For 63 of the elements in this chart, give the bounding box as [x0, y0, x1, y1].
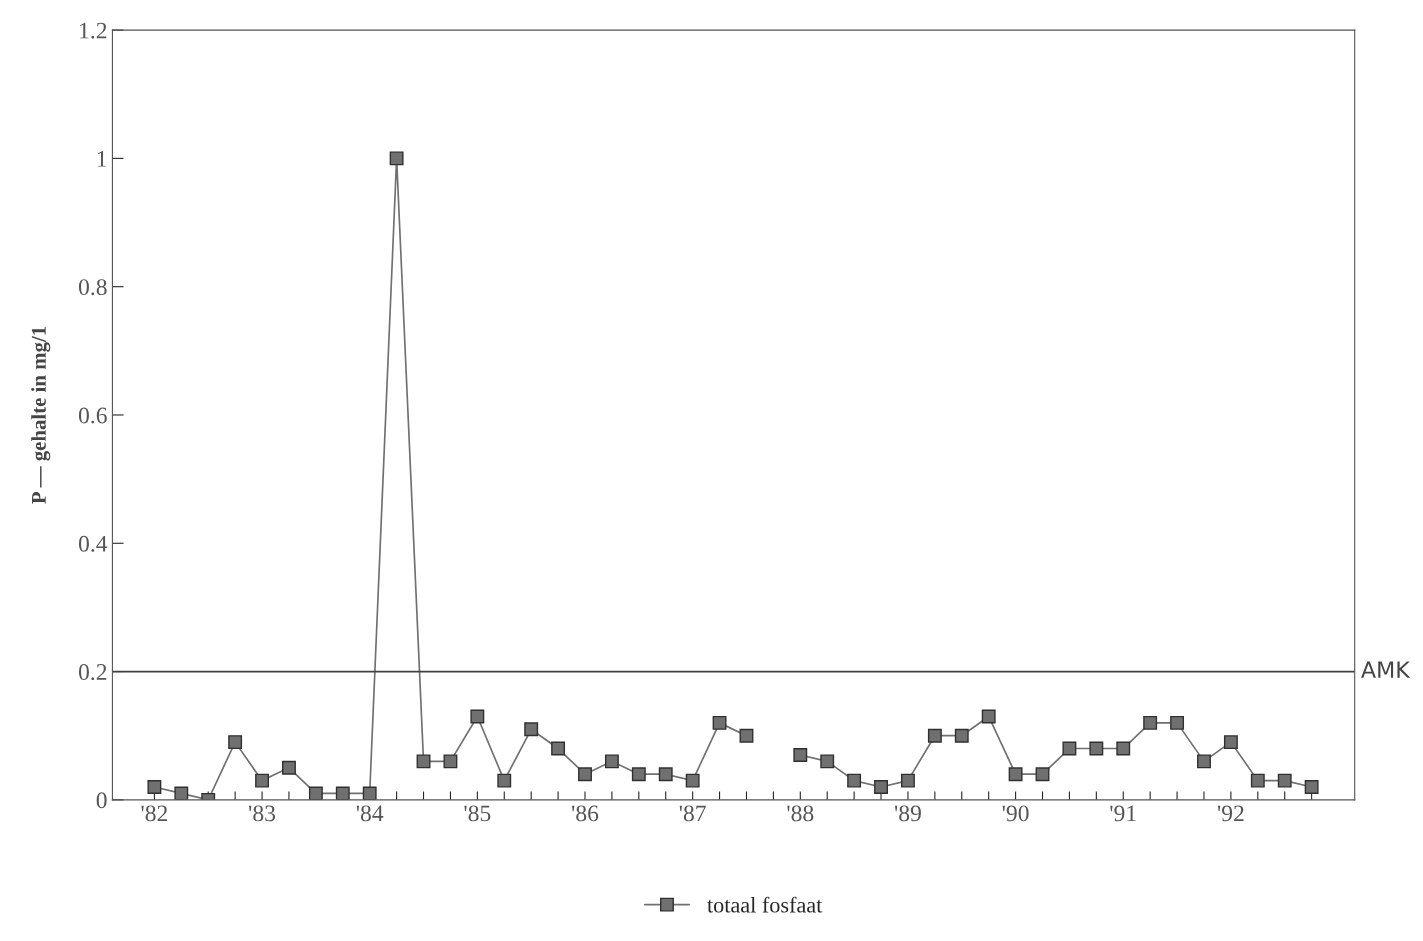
point [1170, 715, 1185, 730]
point [1116, 741, 1131, 756]
x-tick-label: '84 [356, 805, 384, 822]
point [551, 741, 566, 756]
y-tick-label: 0.4 [78, 535, 108, 552]
x-tick-label: '88 [787, 805, 814, 822]
y-tick-label: 1.2 [80, 22, 107, 39]
point [981, 709, 996, 724]
point [470, 709, 485, 724]
y-axis-title: P — gehalte in mg/1 [31, 326, 51, 504]
x-tick-label: '83 [249, 805, 276, 822]
point [1143, 715, 1158, 730]
x-tick-label: '87 [679, 805, 706, 822]
legend-label: totaal fosfaat [707, 896, 823, 913]
point [1089, 741, 1104, 756]
point [874, 780, 888, 794]
point [1277, 773, 1292, 788]
point [820, 754, 835, 769]
point [362, 786, 377, 800]
x-tick-label: '85 [464, 805, 491, 822]
point [901, 773, 915, 788]
point [389, 151, 404, 166]
point [631, 767, 646, 782]
point [604, 754, 619, 769]
point [1035, 767, 1050, 782]
point [739, 728, 754, 743]
point [308, 786, 323, 800]
x-tick-label: '92 [1217, 805, 1244, 822]
y-tick-label: 0.6 [78, 407, 107, 424]
point [712, 715, 727, 730]
point [282, 760, 296, 775]
point [1223, 735, 1238, 750]
x-tick-label: '89 [895, 805, 921, 822]
ref-line-label: AMK [1361, 661, 1411, 678]
point [497, 773, 512, 788]
x-tick-label: '90 [1002, 805, 1029, 822]
point [416, 754, 431, 769]
point [443, 754, 458, 769]
point [255, 773, 269, 788]
point [847, 773, 862, 788]
point [658, 767, 673, 782]
point [927, 728, 942, 743]
point [1062, 741, 1077, 756]
y-tick-label: 0.2 [78, 664, 107, 681]
y-tick-label: 0 [96, 792, 107, 809]
point [1197, 754, 1211, 769]
point [578, 767, 592, 782]
point [793, 748, 808, 762]
point [524, 722, 539, 737]
point [1250, 773, 1265, 788]
y-tick-label: 0.8 [78, 279, 107, 296]
y-tick-label: 1 [97, 151, 107, 167]
x-tick-label: '86 [572, 805, 599, 822]
point [1304, 780, 1319, 794]
point [335, 786, 350, 800]
point [174, 786, 189, 800]
point [147, 780, 162, 794]
point [954, 728, 969, 743]
point [685, 773, 700, 788]
point [228, 735, 243, 750]
x-tick-label: '91 [1110, 805, 1136, 822]
x-tick-label: '82 [141, 805, 168, 822]
point [1008, 767, 1023, 782]
